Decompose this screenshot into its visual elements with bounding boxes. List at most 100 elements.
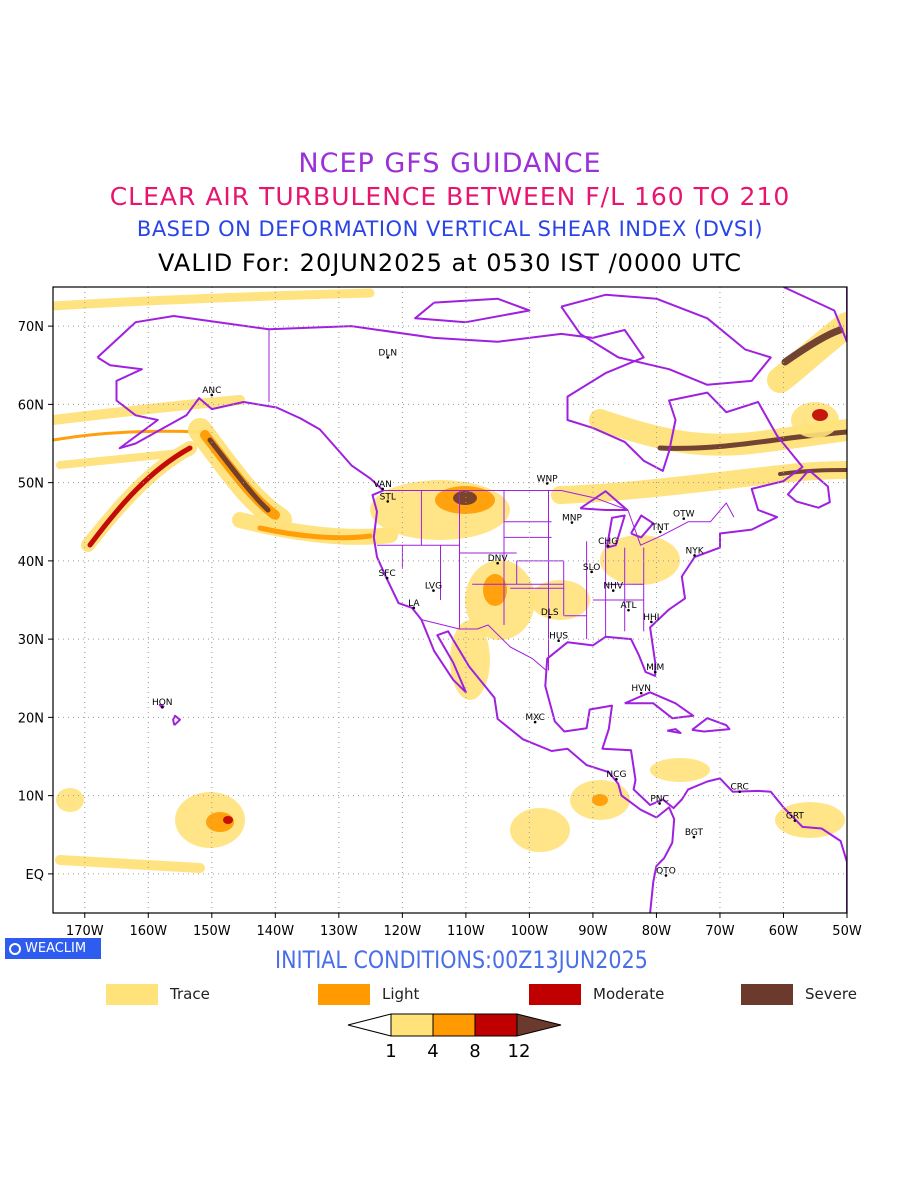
border-us-canada — [383, 490, 735, 546]
legend-label-light: Light — [382, 985, 420, 1003]
lon-tick-label: 150W — [193, 924, 231, 939]
station-marker — [412, 606, 416, 610]
station-label: QTO — [656, 866, 676, 876]
shading-eastern-pacific — [510, 808, 570, 852]
shading-great-lakes — [600, 535, 680, 585]
station-label: MXC — [525, 713, 545, 723]
shading-west-tropics — [56, 788, 84, 812]
station-marker — [496, 561, 499, 565]
shading-rockies-south-core — [483, 574, 507, 606]
title-method: BASED ON DEFORMATION VERTICAL SHEAR INDE… — [136, 217, 764, 241]
coastlines — [96, 287, 847, 913]
title-product: CLEAR AIR TURBULENCE BETWEEN F/L 160 TO … — [109, 182, 791, 211]
lon-tick-label: 80W — [642, 924, 672, 939]
lon-tick-label: 90W — [578, 924, 608, 939]
shading-plains — [530, 580, 590, 620]
coastline-baffin — [560, 293, 772, 386]
station-marker — [658, 802, 661, 805]
station-marker — [738, 790, 741, 794]
coastline-newfoundland — [786, 469, 831, 509]
station-label: ANC — [202, 386, 221, 396]
station-label: WNP — [537, 474, 559, 484]
station-label: NCG — [606, 770, 626, 780]
title-valid-time: VALID For: 20JUN2025 at 0530 IST /0000 U… — [158, 249, 742, 277]
legend-label-severe: Severe — [805, 985, 857, 1003]
lon-tick-label: 130W — [320, 924, 358, 939]
station-marker — [570, 521, 574, 524]
lat-tick-label: 30N — [18, 633, 44, 648]
shading-greenland-core — [781, 326, 844, 366]
station-label: MIM — [646, 663, 664, 673]
shading-aleutian-core — [53, 429, 202, 442]
station-marker — [557, 639, 560, 642]
station-label: SFC — [379, 569, 396, 579]
shading-guiana — [775, 802, 845, 838]
lat-tick-label: 40N — [18, 555, 44, 570]
station-marker — [590, 570, 593, 574]
station-marker — [381, 487, 384, 491]
lat-tick-label: 70N — [18, 320, 44, 335]
lon-tick-label: 60W — [769, 924, 799, 939]
station-marker — [615, 777, 618, 781]
axis-labels: 170W 160W 150W 140W 130W 120W 110W 100W 90W 80W 70… — [18, 320, 862, 939]
logo-text: WEACLIM — [25, 941, 87, 956]
lon-tick-label: 100W — [511, 924, 549, 939]
station-marker — [639, 691, 643, 695]
shading-labrador — [791, 402, 839, 438]
legend-swatch-moderate — [529, 983, 581, 1005]
station-marker — [650, 620, 653, 624]
lon-tick-label: 160W — [129, 924, 167, 939]
station-marker — [664, 874, 668, 877]
shading-labrador-core — [812, 409, 828, 421]
legend-swatch-trace — [106, 983, 158, 1005]
plot-area — [53, 287, 847, 913]
station-marker — [386, 500, 390, 503]
station-label: GRT — [786, 812, 805, 822]
coastline-cuba — [624, 691, 695, 720]
legend-item-severe: Severe — [741, 983, 857, 1005]
station-label: OTW — [673, 510, 695, 520]
station-marker — [533, 720, 537, 724]
station-marker — [627, 608, 630, 612]
legend-item-light: Light — [318, 983, 419, 1005]
station-marker — [545, 482, 549, 485]
lat-tick-label: 20N — [18, 711, 44, 726]
legend-item-trace: Trace — [106, 983, 210, 1005]
station-label: SLO — [583, 563, 601, 573]
title-model: NCEP GFS GUIDANCE — [298, 148, 602, 179]
plot-frame — [52, 286, 848, 914]
station-label: DLN — [378, 348, 397, 358]
station-marker — [611, 589, 615, 592]
coastline-americas-east — [96, 315, 847, 913]
station-marker — [658, 530, 662, 534]
coastline-hispaniola — [691, 717, 731, 733]
station-marker — [385, 576, 389, 580]
station-label: CRC — [730, 783, 748, 793]
station-label: MNP — [562, 514, 582, 524]
coastline-victoria-island — [414, 297, 531, 324]
shading-pacific-jet-west-core — [87, 445, 193, 548]
initial-conditions: INITIAL CONDITIONS:00Z13JUN2025 — [275, 946, 648, 974]
station-label: LVG — [425, 582, 442, 592]
station-label: HON — [152, 698, 173, 708]
station-marker — [653, 670, 657, 674]
station-label: DNV — [488, 554, 509, 564]
station-label: LA — [408, 599, 420, 609]
shading-arctic-band — [53, 288, 375, 311]
station-label: HHI — [643, 613, 659, 623]
shading-equatorial-band — [55, 855, 205, 873]
lon-tick-label: 140W — [256, 924, 294, 939]
station-labels: ANC DLN VAN STL WNP OTW MNP TNT CHG NYK DNV SFC SLO L… — [152, 348, 805, 877]
legend-label-trace: Trace — [170, 985, 210, 1003]
station-marker — [606, 544, 610, 548]
turbulence-shading — [53, 288, 847, 873]
legend-swatch-severe — [741, 983, 793, 1005]
shading-pacific-cell-severe — [223, 816, 233, 824]
shading-aleutian-band — [53, 395, 245, 425]
station-marker — [548, 615, 552, 619]
legend-label-moderate: Moderate — [593, 985, 665, 1003]
station-marker — [793, 819, 797, 822]
station-label: HVN — [631, 684, 651, 694]
lat-tick-label: 60N — [18, 398, 44, 413]
legend-swatch-light — [318, 983, 370, 1005]
